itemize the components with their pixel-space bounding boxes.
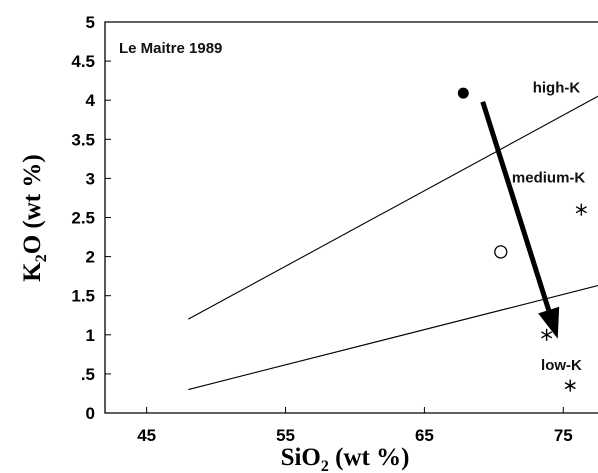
arrow-head	[538, 306, 560, 339]
x-tick-label: 65	[415, 426, 434, 445]
data-points	[457, 87, 587, 392]
y-tick-label: 3	[86, 169, 95, 188]
field-label: low-K	[541, 357, 582, 374]
y-tick-label: 5	[86, 13, 95, 32]
data-point-asterisk	[541, 328, 553, 341]
y-tick-label: 3.5	[71, 130, 95, 149]
y-axis-title: K2O (wt %)	[19, 154, 50, 281]
boundary-line-1	[188, 95, 598, 320]
y-tick-label: .5	[81, 365, 95, 384]
x-axis-title: SiO2 (wt %)	[281, 444, 410, 473]
data-point-asterisk	[575, 203, 587, 216]
data-point-asterisk	[564, 379, 576, 392]
plot-frame	[104, 21, 598, 414]
x-tick-label: 55	[276, 426, 295, 445]
plot-border	[104, 21, 598, 414]
field-label: high-K	[533, 79, 581, 96]
arrow-shaft	[480, 101, 552, 311]
y-axis-ticks: 0 .5 1 1.5 2 2.5 3 3.5 4 4.5 5	[71, 13, 111, 423]
y-tick-label: 4.5	[71, 52, 95, 71]
y-tick-label: 1.5	[71, 287, 95, 306]
chart-annotation: Le Maitre 1989	[119, 40, 222, 57]
y-tick-label: 2	[86, 248, 95, 267]
boundary-line-2	[188, 285, 598, 391]
x-tick-label: 75	[554, 426, 573, 445]
x-tick-label: 45	[137, 426, 156, 445]
trend-arrow	[480, 101, 560, 339]
data-point-filled-circle	[457, 87, 469, 99]
y-tick-label: 4	[86, 91, 96, 110]
field-labels: high-K medium-K low-K	[512, 79, 586, 374]
data-point-open-circle	[494, 245, 508, 259]
x-axis-ticks: 45 55 65 75	[137, 407, 573, 445]
field-label: medium-K	[512, 169, 586, 186]
y-tick-label: 2.5	[71, 209, 95, 228]
boundary-lines	[188, 95, 598, 391]
y-tick-label: 1	[86, 326, 95, 345]
y-tick-label: 0	[86, 404, 95, 423]
